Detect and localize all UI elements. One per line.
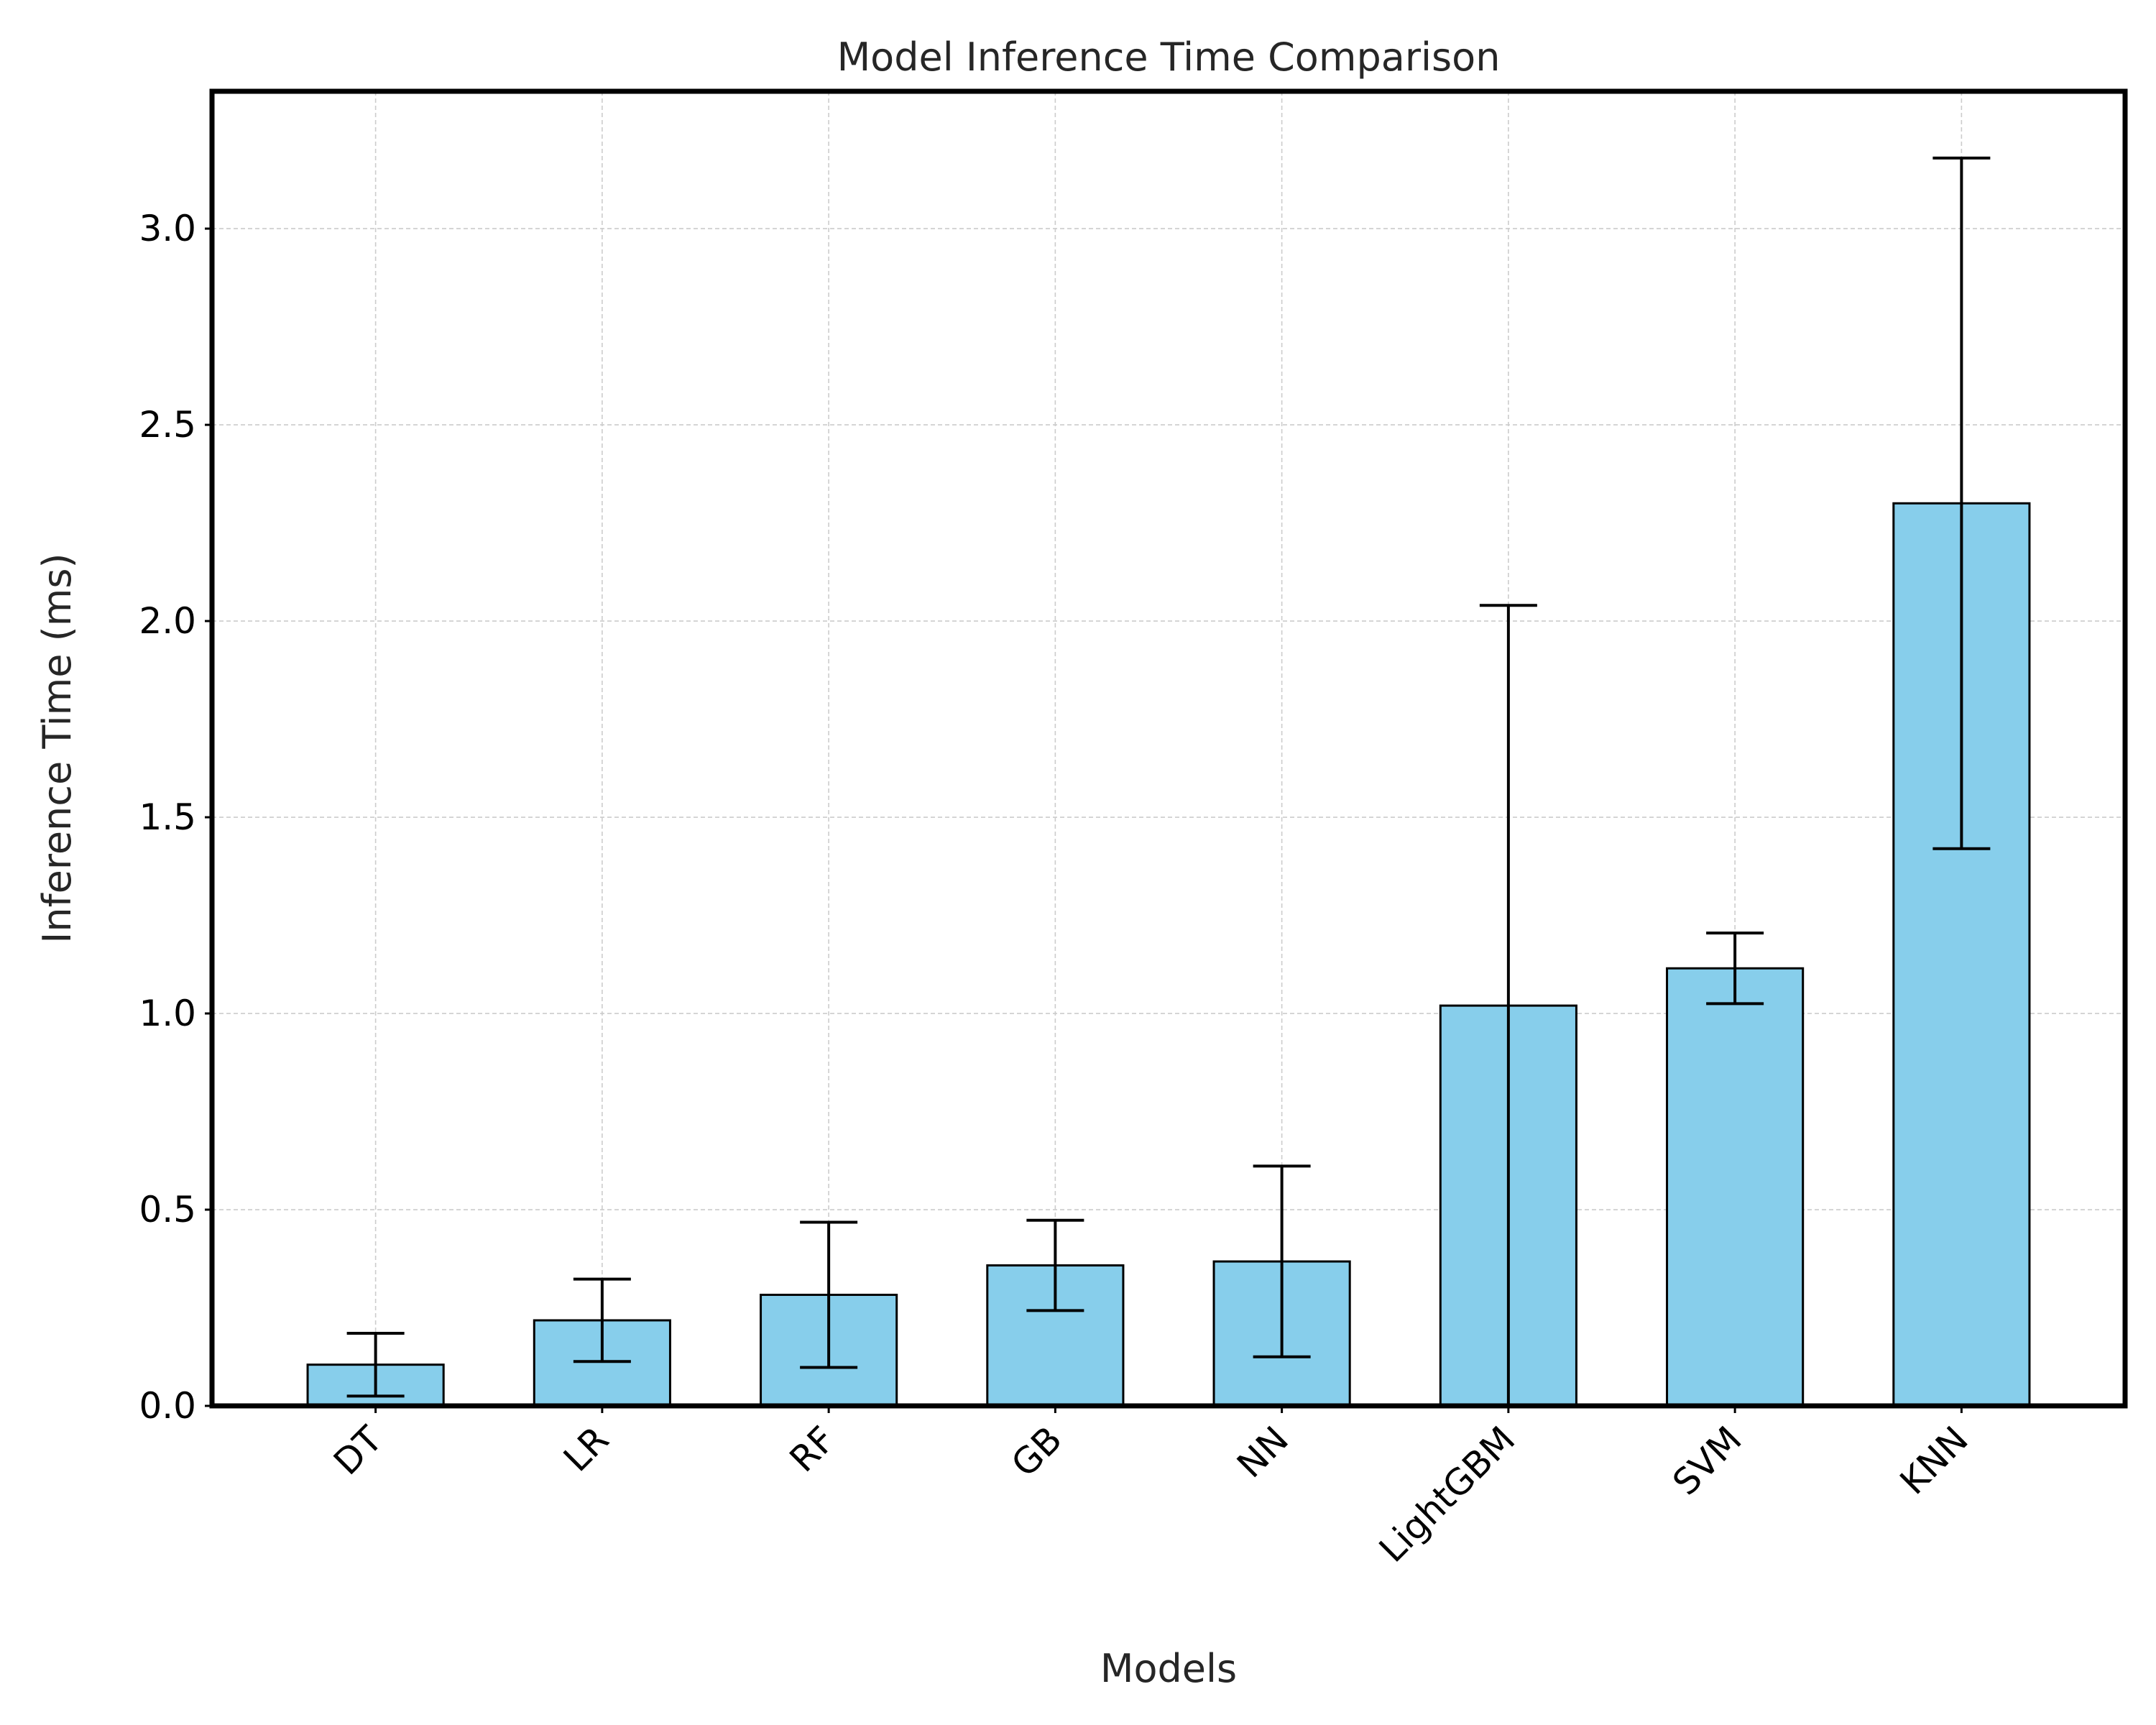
error-bar-rf (800, 1220, 858, 1369)
x-tick-label-dt: DT (326, 1418, 390, 1483)
x-tick-label-rf: RF (782, 1418, 844, 1480)
error-bar-nn (1253, 1164, 1311, 1358)
bars (306, 502, 2031, 1407)
y-tick-label: 2.0 (139, 600, 196, 642)
y-tick-label: 3.0 (139, 208, 196, 249)
bar-svm (1666, 967, 1805, 1407)
x-tick-label-gb: GB (1003, 1418, 1070, 1485)
x-axis-ticks: DT LR RF GB NN LightGBM SVM KNN (326, 1406, 1976, 1570)
x-tick-label-nn: NN (1229, 1418, 1296, 1486)
x-axis-label: Models (1100, 1646, 1237, 1691)
error-bar-gb (1026, 1218, 1084, 1312)
chart-title: Model Inference Time Comparison (837, 34, 1501, 80)
x-tick-label-svm: SVM (1664, 1418, 1749, 1503)
y-tick-label: 1.0 (139, 993, 196, 1034)
y-tick-label: 1.5 (139, 796, 196, 838)
x-tick-label-lr: LR (556, 1418, 617, 1479)
error-bar-dt (346, 1331, 405, 1398)
y-tick-label: 2.5 (139, 404, 196, 446)
error-bars (346, 156, 1991, 1406)
y-tick-label: 0.0 (139, 1385, 196, 1427)
error-bar-svm (1706, 932, 1764, 1006)
grid (212, 91, 2125, 1407)
error-bar-lr (573, 1277, 631, 1363)
y-tick-label: 0.5 (139, 1189, 196, 1230)
y-axis-label: Inference Time (ms) (34, 553, 80, 943)
error-bar-lightgbm (1479, 604, 1537, 1406)
y-axis-ticks: 0.0 0.5 1.0 1.5 2.0 2.5 3.0 (139, 208, 212, 1427)
plot-frame (209, 88, 2128, 1409)
x-tick-label-lightgbm: LightGBM (1371, 1418, 1523, 1570)
x-tick-label-knn: KNN (1892, 1418, 1976, 1502)
error-bar-knn (1932, 156, 1991, 850)
